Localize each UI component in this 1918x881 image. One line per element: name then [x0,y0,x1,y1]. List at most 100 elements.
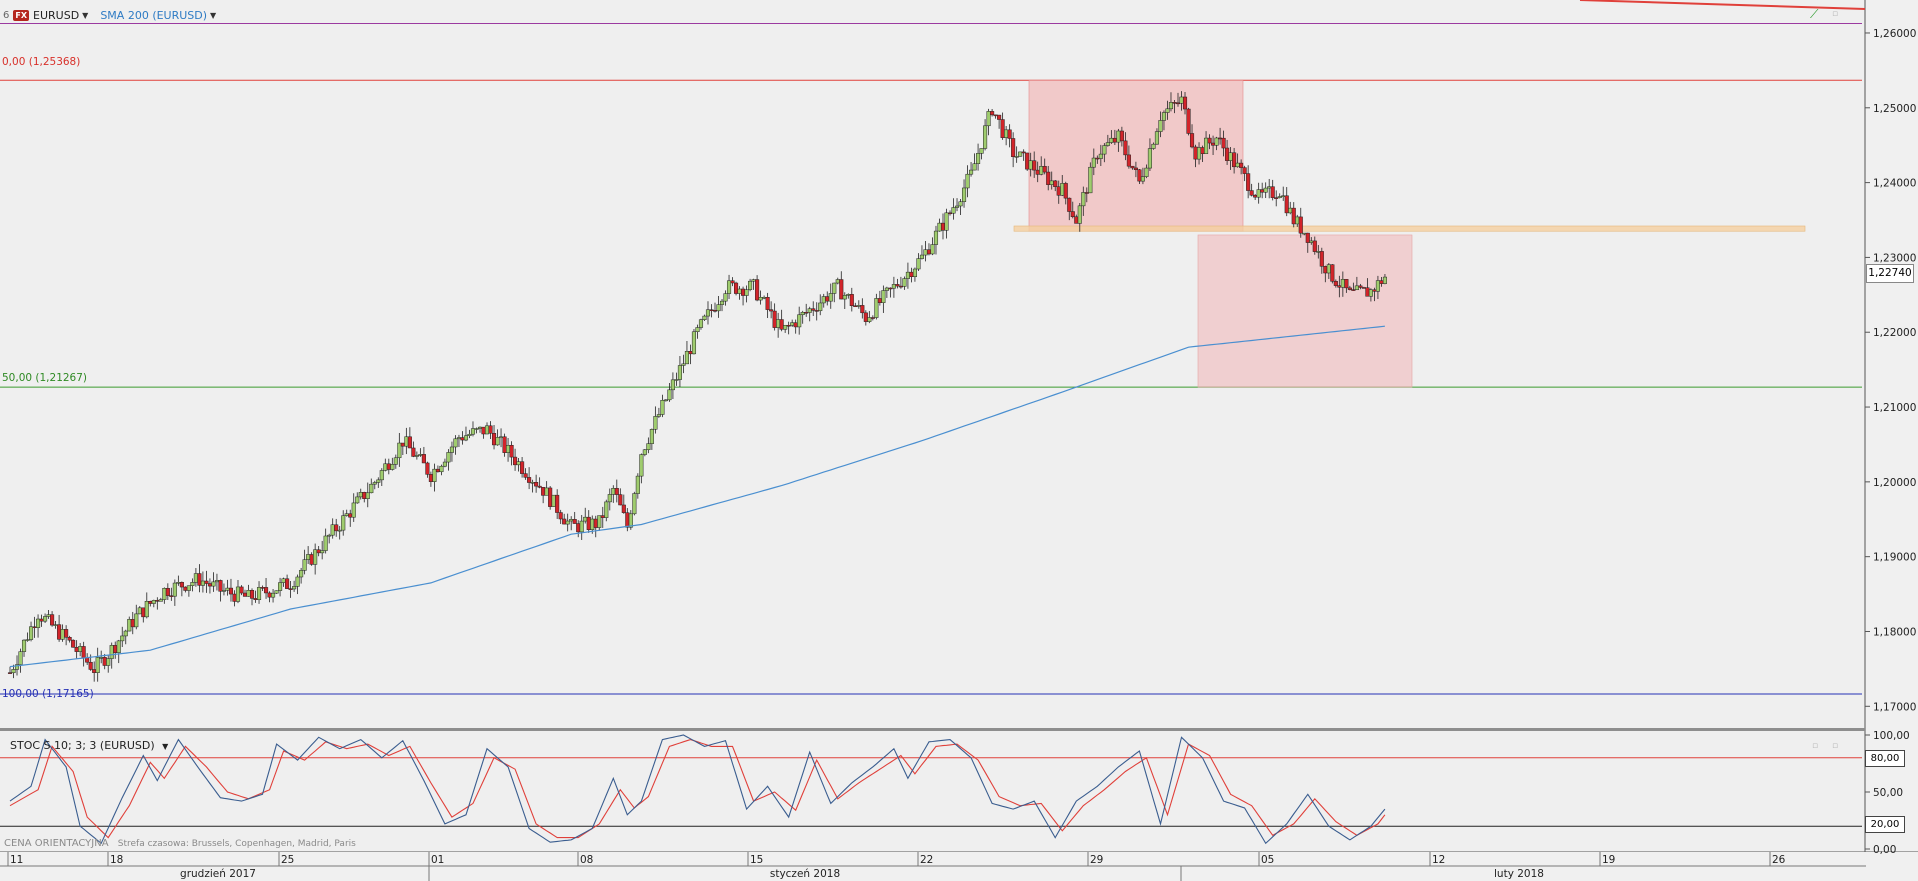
candle-bull [442,461,447,467]
candle-bull [137,607,142,615]
candle-bear [849,294,854,307]
candle-bull [221,590,227,592]
candle-bull [1228,152,1233,161]
stoch-maximize-icon[interactable]: ▫ [1832,741,1839,751]
candle-bear [407,436,412,449]
candle-bull [376,479,381,483]
candle-bear [502,436,507,453]
fx-badge-icon: FX [13,9,30,21]
candle-bull [306,554,311,560]
sma-200-line [9,325,1385,668]
candle-bull [453,438,458,448]
candle-bear [130,619,135,628]
maximize-icon[interactable]: ▫ [1832,9,1839,19]
symbol-name[interactable]: EURUSD [33,8,80,22]
candle-bear [1225,147,1230,161]
candle-bull [702,315,707,320]
footer-note: CENA ORIENTACYJNA Strefa czasowa: Brusse… [4,838,356,849]
candle-bull [611,488,616,495]
candle-bear [576,523,581,533]
candle-bear [1291,207,1296,225]
support-band [1013,225,1806,232]
candle-bull [951,207,956,214]
candle-bull [456,437,462,440]
candle-bull [1256,189,1261,198]
stoch-restore-icon[interactable]: ▫ [1812,741,1819,751]
sma-dropdown-icon[interactable]: ▼ [210,10,217,20]
candle-bull [846,294,851,296]
candle-bear [207,583,212,587]
candle-bear [218,580,223,592]
candle-bear [285,578,290,589]
candle-bull [186,585,191,591]
candle-bear [1253,194,1258,198]
candle-bear [1284,195,1289,214]
trend-icon[interactable]: ⟋ [1810,7,1819,21]
candle-bear [74,647,79,652]
stochastic-dropdown-icon[interactable]: ▼ [162,742,169,751]
candle-bear [779,319,784,330]
candle-bear [947,212,953,215]
candle-bull [365,492,370,499]
candle-bull [320,550,325,554]
stochastic-label[interactable]: STOC S 10; 3; 3 (EURUSD) ▼ [10,739,168,752]
candle-bear [334,524,339,532]
candle-bull [881,290,886,303]
candle-bull [449,446,454,453]
candle-bull [1382,276,1387,284]
candle-bear [895,284,900,287]
candle-bear [1337,285,1342,288]
candle-bull [748,280,753,290]
candle-bear [425,462,430,475]
symbol-dropdown-icon[interactable]: ▼ [82,10,89,20]
candle-bull [11,669,16,674]
candle-bull [28,626,34,640]
candle-bear [88,661,93,670]
candle-bull [674,379,679,381]
stoch-upper-tag: 80,00 [1865,750,1905,767]
candle-bull [372,482,377,485]
candle-bear [348,513,353,518]
candle-bull [1081,192,1086,207]
candle-bull [467,433,472,436]
candle-bull [1165,108,1170,113]
candle-bull [1154,131,1160,145]
fib-label-100: 100,00 (1,17165) [2,688,94,700]
candle-bear [527,477,532,483]
candle-bull [958,201,963,207]
candle-bear [1330,264,1335,282]
candle-bull [127,619,132,632]
candle-bull [390,464,395,470]
candle-bull [667,389,672,401]
candle-bull [190,582,195,586]
fib-label-0: 0,00 (1,25368) [2,56,81,68]
candle-bull [597,515,602,528]
price-axis-label: 1,22000 [1873,327,1916,339]
candle-bear [888,287,893,290]
candle-bear [926,249,932,255]
candle-bull [818,302,823,312]
candle-bull [1161,112,1167,121]
candle-bear [1298,216,1303,234]
candle-bear [102,657,107,666]
candle-bear [1053,180,1058,187]
candle-bear [1046,171,1051,185]
candle-bear [249,590,255,599]
candle-bull [719,300,725,305]
candle-bear [428,474,433,482]
candle-bull [1144,167,1149,177]
sma-indicator-label[interactable]: SMA 200 (EURUSD) [100,8,208,22]
candle-bear [513,456,518,466]
candle-bull [565,520,570,525]
candle-bull [21,639,27,652]
candle-bull [1214,137,1219,146]
candle-bear [1137,169,1142,182]
candle-bull [151,600,156,604]
candle-bear [877,298,882,303]
axis-bg [1865,0,1918,881]
candle-bull [351,502,356,518]
candle-bear [1232,152,1237,168]
candle-bear [1246,173,1251,191]
